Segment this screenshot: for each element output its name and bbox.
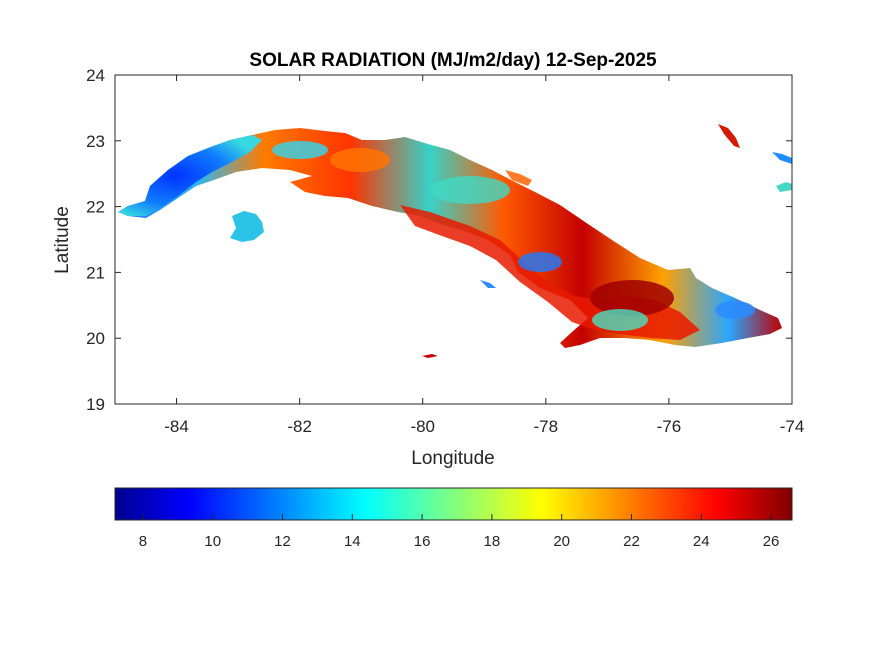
y-tick-label: 21 [86, 263, 105, 282]
x-axis-label: Longitude [411, 448, 494, 469]
y-tick-label: 20 [86, 329, 105, 348]
x-tick-label: -78 [534, 417, 559, 436]
colorbar-tick-label: 16 [414, 533, 431, 550]
x-axis-ticks: -84 -82 -80 -78 -76 -74 [164, 75, 804, 436]
colorbar-tick-label: 22 [623, 533, 640, 550]
colorbar-tick-label: 26 [763, 533, 780, 550]
colorbar-tick-label: 10 [204, 533, 221, 550]
artemisa-cyan-patch [272, 141, 328, 159]
east-edge-cay [772, 152, 792, 164]
south-cyan-patch [592, 309, 648, 331]
y-tick-label: 19 [86, 395, 105, 414]
havana-orange-patch [330, 148, 390, 172]
y-axis-label: Latitude [52, 206, 73, 274]
x-tick-label: -76 [657, 417, 682, 436]
x-tick-label: -80 [410, 417, 435, 436]
y-tick-label: 24 [86, 66, 105, 85]
central-cyan-patch [430, 176, 510, 204]
colorbar-tick-label: 24 [693, 533, 710, 550]
south-cay [422, 354, 438, 358]
east-blue-patch [715, 301, 755, 319]
colorbar-tick-label: 12 [274, 533, 291, 550]
x-tick-label: -74 [780, 417, 805, 436]
northeast-cay [718, 124, 740, 148]
colorbar-ticks: 8 10 12 14 16 18 20 22 24 26 [139, 514, 780, 550]
y-axis-ticks: 19 20 21 22 23 24 [86, 66, 792, 414]
gulf-cay [480, 280, 496, 288]
colorbar-tick-label: 14 [344, 533, 361, 550]
y-tick-label: 23 [86, 132, 105, 151]
colorbar-tick-label: 20 [553, 533, 570, 550]
east-edge-cay-2 [776, 182, 792, 192]
north-coast-cay [505, 170, 532, 186]
colorbar-tick-label: 8 [139, 533, 147, 550]
granma-peak-zone [590, 280, 674, 316]
x-tick-label: -82 [287, 417, 312, 436]
camaguey-blue-patch [518, 252, 562, 272]
western-low-radiation-zone [118, 135, 262, 216]
colorbar-frame [114, 487, 793, 521]
x-tick-label: -84 [164, 417, 189, 436]
isla-de-la-juventud [230, 211, 264, 242]
radiation-field [118, 124, 792, 358]
map-frame [114, 74, 793, 405]
y-tick-label: 22 [86, 198, 105, 217]
map-title: SOLAR RADIATION (MJ/m2/day) 12-Sep-2025 [249, 50, 657, 71]
colorbar-tick-label: 18 [484, 533, 501, 550]
colorbar [115, 488, 792, 520]
